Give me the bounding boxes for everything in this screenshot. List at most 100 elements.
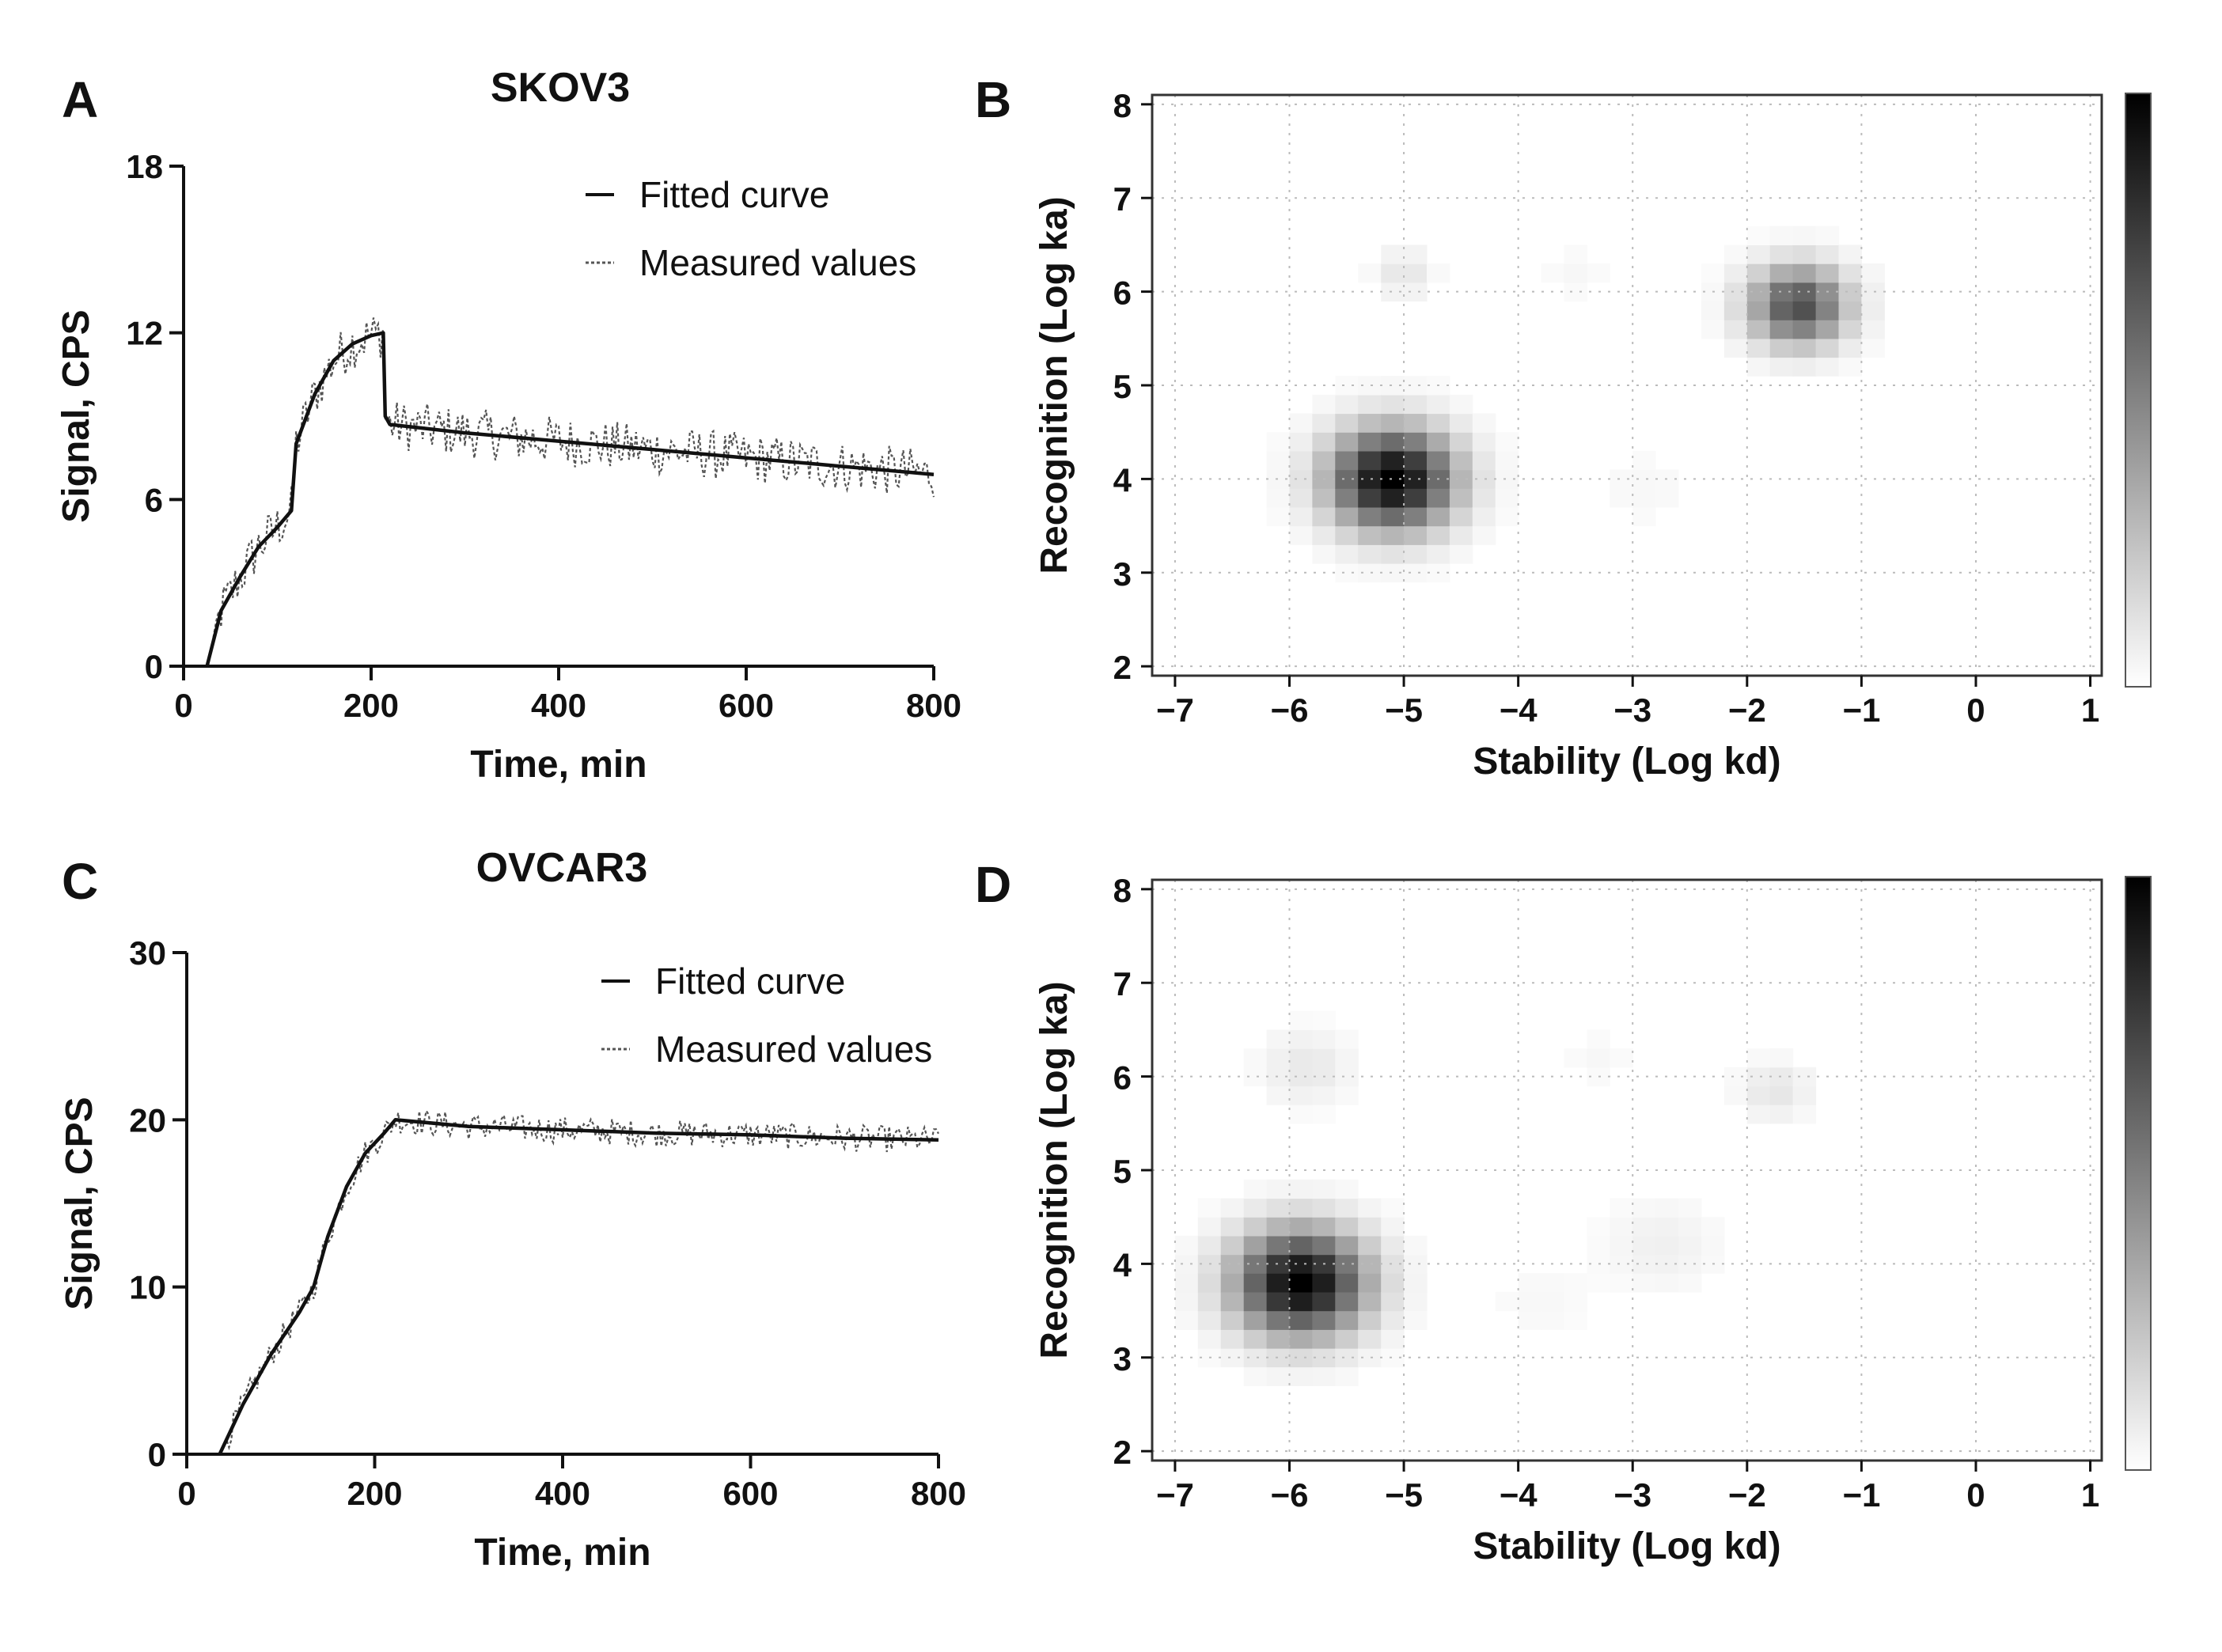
heatmap-cell <box>1746 1048 1771 1068</box>
chart-title: OVCAR3 <box>476 845 648 891</box>
heatmap-cell <box>1381 263 1405 283</box>
heatmap-cell <box>1381 544 1405 564</box>
heatmap-cell <box>1335 469 1359 489</box>
x-tick-label: −7 <box>1156 691 1194 729</box>
heatmap-cell <box>1427 394 1450 415</box>
panel-d-heatmap: 2 3 4 5 6 7 8 −7 −6 −5 −4 −3 −2 −1 0 1 Stability (Log kd… <box>1033 872 2152 1567</box>
heatmap-cell <box>1723 263 1748 283</box>
heatmap-cell <box>1404 1273 1428 1293</box>
heatmap-cell <box>1792 244 1817 264</box>
heatmap-cell <box>1678 1254 1702 1274</box>
heatmap-cell <box>1518 1310 1542 1330</box>
heatmap-cell <box>1381 413 1405 433</box>
heatmap-cell <box>1335 1086 1359 1105</box>
heatmap-cell <box>1358 263 1382 283</box>
colorbar <box>2125 876 2152 1471</box>
fitted-curve-series <box>218 1118 939 1455</box>
heatmap-cell <box>1769 338 1794 358</box>
heatmap-cell <box>1655 488 1679 508</box>
heatmap-cell <box>1587 1048 1610 1068</box>
heatmap-cell <box>1587 1217 1610 1237</box>
panel-letter-b: B <box>975 71 1011 128</box>
heatmap-cell <box>1174 1273 1199 1293</box>
heatmap-cell <box>1312 1235 1336 1256</box>
chart-title: SKOV3 <box>491 65 630 111</box>
heatmap-cell <box>1610 1217 1633 1237</box>
y-tick-label: 5 <box>1113 368 1132 405</box>
panel-c-line-chart: OVCAR3 0 10 20 30 0 200 400 600 800 Time, min Signa… <box>59 845 966 1574</box>
heatmap-cell <box>1723 320 1748 339</box>
heatmap-cell <box>1312 432 1336 452</box>
heatmap-cell <box>1746 338 1771 358</box>
x-tick-label: 800 <box>911 1475 966 1512</box>
heatmap-cell <box>1792 282 1817 302</box>
heatmap-cell <box>1381 1291 1405 1312</box>
heatmap-cell <box>1289 1067 1313 1087</box>
heatmap-cell <box>1358 432 1382 452</box>
heatmap-cell <box>1472 525 1496 545</box>
x-tick-label: −5 <box>1385 1476 1423 1514</box>
heatmap-cell <box>1610 1254 1633 1274</box>
heatmap-cell <box>1838 320 1862 339</box>
heatmap-cell <box>1746 1086 1771 1105</box>
heatmap-cell <box>1358 488 1382 508</box>
heatmap-cell <box>1838 282 1862 302</box>
heatmap-cell <box>1243 1198 1268 1218</box>
heatmap-cell <box>1701 263 1725 283</box>
heatmap-cell <box>1381 1273 1405 1293</box>
heatmap-cell <box>1335 1217 1359 1237</box>
heatmap-cell <box>1335 1329 1359 1349</box>
heatmap-cell <box>1335 544 1359 564</box>
heatmap-cell <box>1564 1310 1587 1330</box>
y-tick-label: 4 <box>1113 461 1132 498</box>
heatmap-cell <box>1220 1347 1245 1368</box>
heatmap-cell <box>1792 1086 1817 1105</box>
y-axis-label: Signal, CPS <box>55 309 97 522</box>
heatmap-cell <box>1381 244 1405 264</box>
heatmap-cell <box>1358 506 1382 527</box>
panel-letter-a: A <box>62 71 98 128</box>
y-tick-label: 5 <box>1113 1153 1132 1190</box>
heatmap-cell <box>1220 1329 1245 1349</box>
heatmap-cell <box>1358 1310 1382 1330</box>
heatmap-cell <box>1266 1217 1291 1237</box>
heatmap-cell <box>1610 1048 1633 1068</box>
heatmap-cell <box>1335 1235 1359 1256</box>
x-tick-label: 0 <box>174 687 192 724</box>
heatmap-cell <box>1381 432 1405 452</box>
heatmap-cell <box>1610 469 1633 489</box>
heatmap-cell <box>1312 1010 1336 1030</box>
heatmap-cell <box>1289 1048 1313 1068</box>
y-tick-label: 8 <box>1113 872 1132 909</box>
heatmap-cell <box>1289 1273 1313 1293</box>
heatmap-cell <box>1723 1086 1748 1105</box>
panel-letter-d: D <box>975 856 1011 913</box>
heatmap-cell <box>1266 1029 1291 1049</box>
heatmap-cell <box>1495 506 1519 527</box>
heatmap-cell <box>1312 1366 1336 1386</box>
heatmap-cell <box>1197 1217 1222 1237</box>
heatmap-cell <box>1449 544 1473 564</box>
heatmap-cell <box>1220 1273 1245 1293</box>
heatmap-cell <box>1587 1235 1610 1256</box>
y-tick-label: 6 <box>145 481 163 518</box>
heatmap-cell <box>1678 1198 1702 1218</box>
heatmap-cell <box>1861 263 1885 283</box>
heatmap-cell <box>1266 1310 1291 1330</box>
heatmap-cell <box>1564 1291 1587 1312</box>
heatmap-cell <box>1312 1104 1336 1124</box>
heatmap-cell <box>1381 394 1405 415</box>
x-tick-label: 1 <box>2081 1476 2099 1514</box>
heatmap-cell <box>1449 469 1473 489</box>
heatmap-cell <box>1404 525 1428 545</box>
heatmap-cell <box>1289 488 1313 508</box>
heatmap-cell <box>1632 1217 1656 1237</box>
legend-fitted-label: Fitted curve <box>639 174 829 215</box>
heatmap-cell <box>1381 1310 1405 1330</box>
x-tick-label: −6 <box>1271 691 1309 729</box>
heatmap-cell <box>1541 263 1565 283</box>
heatmap-cell <box>1335 376 1359 396</box>
heatmap-cell <box>1335 1291 1359 1312</box>
heatmap-cell <box>1632 1273 1656 1293</box>
